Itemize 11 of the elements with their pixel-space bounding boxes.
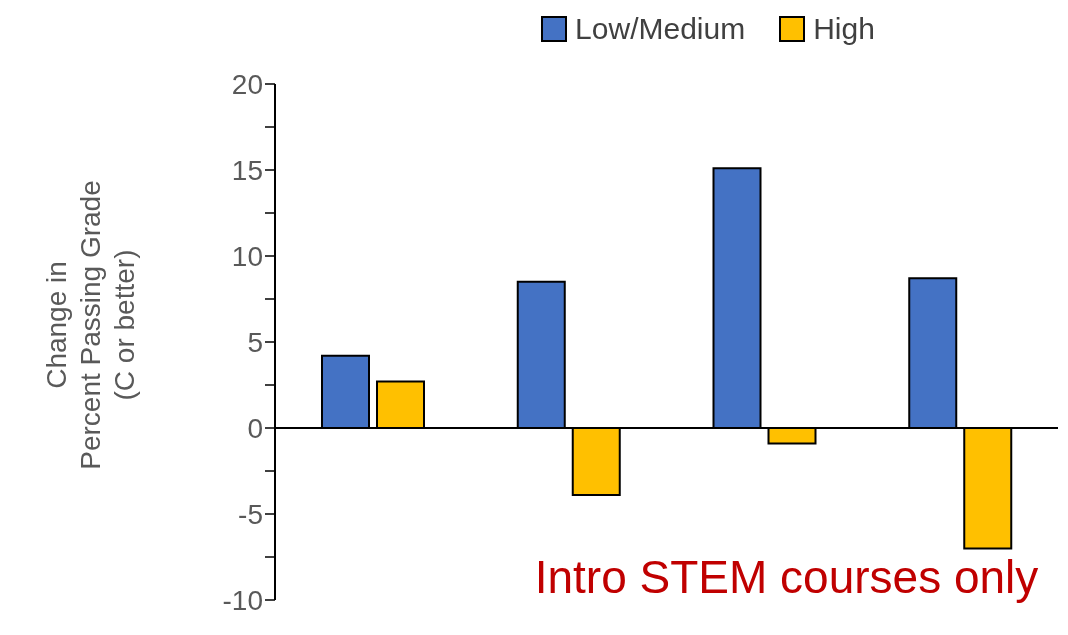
y-tick-label: 20 [231,68,263,100]
y-tick-label: 5 [247,326,263,358]
y-tick-label: 0 [247,412,263,444]
annotation: Intro STEM courses only [533,550,1040,604]
y-tick-label: 10 [231,240,263,272]
legend-label: High [812,12,875,46]
y-tick-label: 15 [231,154,263,186]
legend-label: Low/Medium [574,12,746,46]
y-tick-label: -10 [222,584,263,616]
y-tick-label: -5 [238,498,263,530]
y-axis-title: Change in Percent Passing Grade (C or better) [40,179,141,472]
